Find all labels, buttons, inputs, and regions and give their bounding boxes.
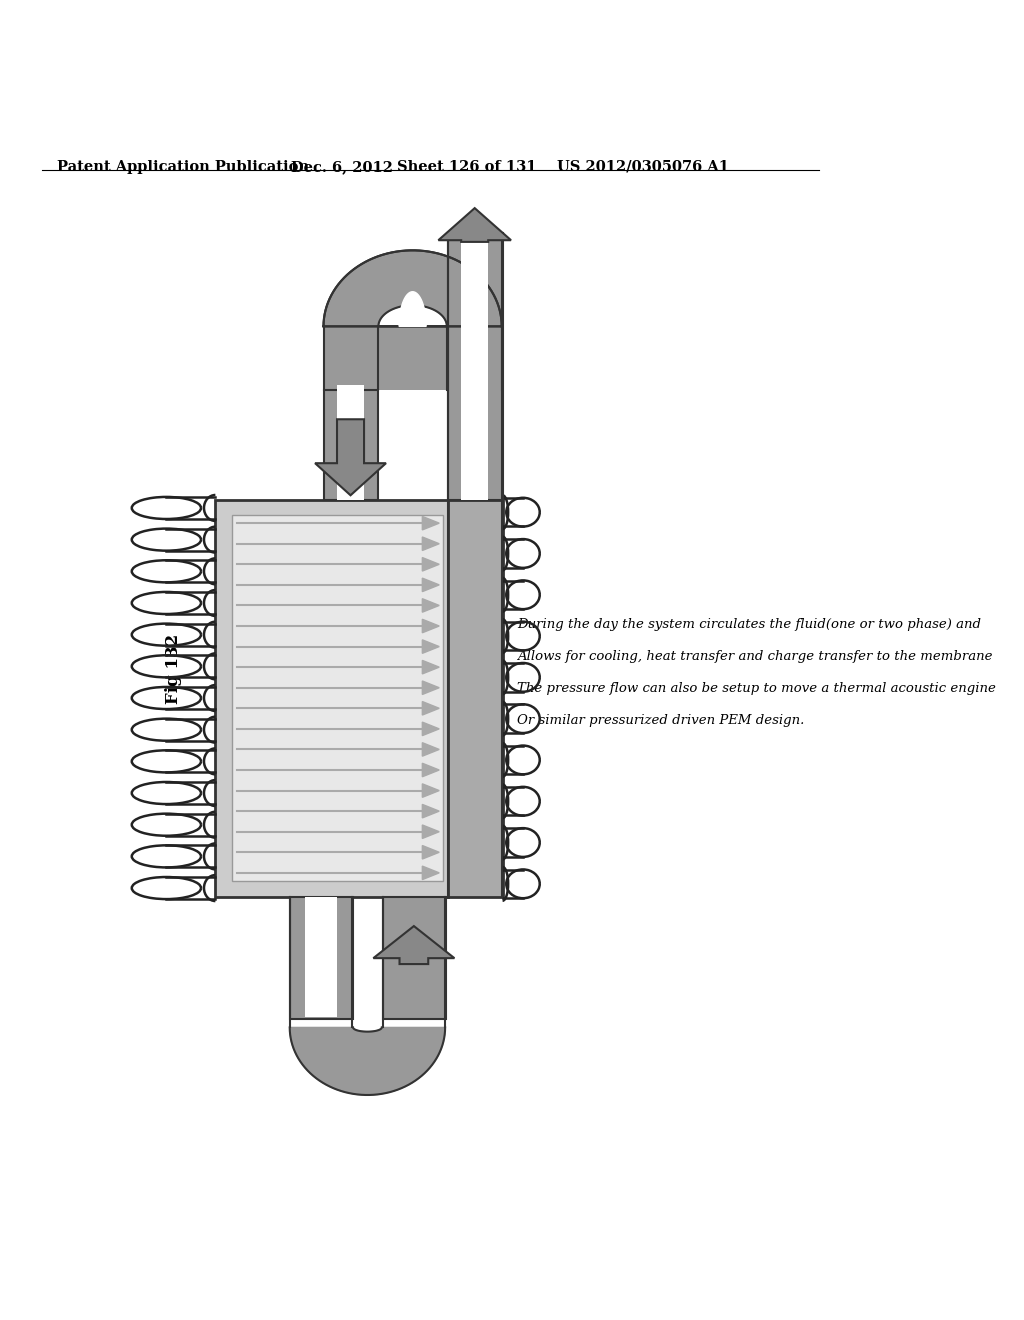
- Text: US 2012/0305076 A1: US 2012/0305076 A1: [557, 160, 729, 174]
- Polygon shape: [422, 516, 439, 529]
- Polygon shape: [315, 420, 386, 495]
- Text: The pressure flow can also be setup to move a thermal acoustic engine: The pressure flow can also be setup to m…: [517, 682, 995, 694]
- Polygon shape: [290, 1027, 445, 1096]
- Text: Fig 132: Fig 132: [165, 634, 181, 704]
- Bar: [337, 385, 365, 499]
- Polygon shape: [422, 557, 439, 572]
- Bar: [447, 499, 503, 896]
- Bar: [324, 326, 502, 389]
- Bar: [461, 230, 488, 499]
- Polygon shape: [422, 681, 439, 694]
- Polygon shape: [422, 660, 439, 675]
- Polygon shape: [422, 846, 439, 859]
- Polygon shape: [422, 537, 439, 550]
- Polygon shape: [422, 743, 439, 756]
- Polygon shape: [422, 578, 439, 591]
- Bar: [305, 896, 337, 1018]
- Polygon shape: [324, 251, 502, 326]
- Bar: [290, 896, 353, 1019]
- Polygon shape: [422, 619, 439, 632]
- Polygon shape: [422, 784, 439, 797]
- Text: Sheet 126 of 131: Sheet 126 of 131: [397, 160, 537, 174]
- Bar: [215, 499, 447, 896]
- Polygon shape: [422, 825, 439, 838]
- Polygon shape: [422, 866, 439, 879]
- Polygon shape: [374, 927, 455, 964]
- Bar: [324, 389, 379, 499]
- Polygon shape: [422, 763, 439, 776]
- Polygon shape: [422, 640, 439, 653]
- Bar: [232, 515, 443, 882]
- Polygon shape: [422, 701, 439, 715]
- Text: Or similar pressurized driven PEM design.: Or similar pressurized driven PEM design…: [517, 714, 804, 727]
- Polygon shape: [422, 599, 439, 612]
- Bar: [383, 896, 446, 1019]
- Text: During the day the system circulates the fluid(one or two phase) and: During the day the system circulates the…: [517, 618, 981, 631]
- Bar: [447, 234, 503, 499]
- Polygon shape: [422, 804, 439, 818]
- Text: Allows for cooling, heat transfer and charge transfer to the membrane: Allows for cooling, heat transfer and ch…: [517, 649, 992, 663]
- Polygon shape: [399, 292, 426, 326]
- Text: Dec. 6, 2012: Dec. 6, 2012: [292, 160, 393, 174]
- Text: Patent Application Publication: Patent Application Publication: [57, 160, 309, 174]
- Polygon shape: [422, 722, 439, 735]
- Polygon shape: [438, 209, 511, 242]
